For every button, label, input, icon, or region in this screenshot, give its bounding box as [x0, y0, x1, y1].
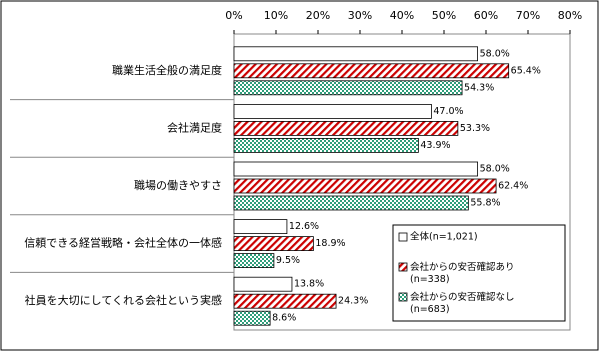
bar	[233, 195, 469, 211]
x-tick-label: 80%	[558, 9, 582, 22]
legend-line: (n=683)	[410, 304, 450, 315]
legend-line: 会社からの安否確認あり	[410, 261, 515, 273]
x-tick-label: 20%	[306, 9, 330, 22]
legend-box	[392, 224, 566, 322]
x-tick-label: 10%	[264, 9, 288, 22]
bar	[233, 63, 510, 79]
legend-label: 会社からの安否確認なし(n=683)	[410, 291, 515, 315]
x-tick-label: 70%	[516, 9, 540, 22]
bar	[233, 310, 271, 326]
value-label: 58.0%	[480, 48, 510, 59]
bar	[233, 293, 337, 309]
value-label: 53.3%	[460, 123, 490, 134]
y-tick-label: 職業生活全般の満足度	[112, 63, 222, 77]
value-label: 12.6%	[289, 221, 319, 232]
value-label: 13.8%	[294, 279, 324, 290]
value-label: 54.3%	[464, 82, 494, 93]
value-label: 9.5%	[276, 255, 300, 266]
value-label: 58.0%	[480, 164, 510, 175]
y-tick-label: 職場の働きやすさ	[134, 179, 222, 192]
legend-line: (n=338)	[410, 274, 450, 285]
legend: 全体(n=1,021) 会社からの安否確認あり(n=338) 会社からの安否確認なし…	[392, 224, 566, 322]
bar	[233, 121, 459, 136]
legend-swatch	[398, 292, 408, 302]
bar	[233, 219, 288, 235]
bar	[233, 276, 293, 292]
x-tick-label: 0%	[225, 9, 242, 22]
y-tick-label: 社員を大切にしてくれる会社という実感	[25, 293, 222, 307]
y-tick-label: 会社満足度	[167, 120, 222, 134]
bar	[233, 137, 419, 153]
bar	[233, 236, 314, 252]
value-label: 55.8%	[470, 198, 500, 209]
bar	[233, 178, 497, 194]
bar	[233, 161, 479, 177]
legend-swatch	[398, 232, 408, 242]
value-label: 24.3%	[338, 296, 368, 307]
value-label: 47.0%	[433, 106, 463, 117]
legend-swatch	[398, 262, 408, 272]
bar	[233, 46, 479, 62]
x-tick-label: 60%	[474, 9, 498, 22]
value-label: 43.9%	[420, 140, 450, 151]
x-tick-label: 30%	[348, 9, 372, 22]
legend-line: 会社からの安否確認なし	[410, 291, 515, 303]
y-tick-label: 信頼できる経営戦略・会社全体の一体感	[24, 236, 222, 250]
legend-label: 全体(n=1,021)	[410, 231, 478, 243]
bar	[233, 253, 275, 269]
value-label: 65.4%	[511, 65, 541, 76]
legend-label: 会社からの安否確認あり(n=338)	[410, 261, 515, 285]
x-tick-label: 50%	[432, 9, 456, 22]
value-label: 62.4%	[498, 181, 528, 192]
x-tick-label: 40%	[390, 9, 414, 22]
value-label: 18.9%	[315, 238, 345, 249]
value-label: 8.6%	[272, 313, 296, 324]
bar	[233, 104, 432, 119]
bar	[233, 80, 463, 96]
